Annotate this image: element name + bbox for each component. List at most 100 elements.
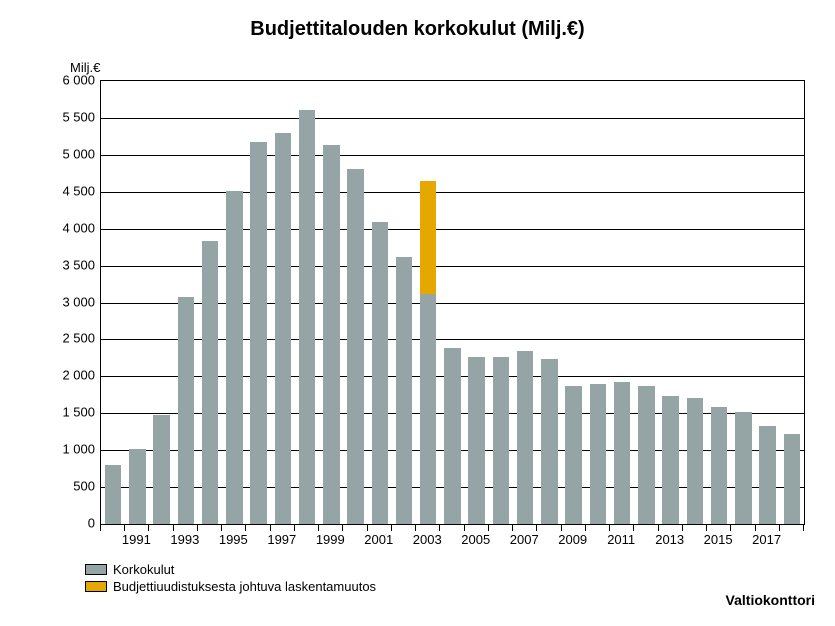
y-tick-label: 2 500 — [40, 331, 95, 346]
y-tick-label: 1 500 — [40, 405, 95, 420]
bar — [735, 412, 751, 524]
x-tick — [730, 525, 731, 531]
bar — [347, 169, 363, 524]
legend-item: Korkokulut — [85, 562, 376, 577]
legend-item: Budjettiuudistuksesta johtuva laskentamu… — [85, 579, 376, 594]
y-tick-label: 2 000 — [40, 368, 95, 383]
x-tick — [512, 525, 513, 531]
y-tick-label: 3 000 — [40, 294, 95, 309]
source-label: Valtiokonttori — [726, 592, 815, 608]
bar — [226, 191, 242, 524]
bar — [687, 398, 703, 524]
x-tick-label: 2005 — [461, 532, 490, 547]
x-tick — [245, 525, 246, 531]
x-tick-label: 2007 — [510, 532, 539, 547]
plot-area — [100, 80, 805, 525]
x-tick — [221, 525, 222, 531]
bar — [590, 384, 606, 524]
bar — [493, 357, 509, 524]
x-tick-label: 1999 — [316, 532, 345, 547]
y-tick-label: 4 500 — [40, 183, 95, 198]
x-tick — [536, 525, 537, 531]
x-tick-label: 2017 — [752, 532, 781, 547]
x-tick-label: 1993 — [170, 532, 199, 547]
bar — [323, 145, 339, 524]
grid-line — [101, 192, 804, 193]
bar — [468, 357, 484, 524]
bar — [275, 133, 291, 524]
x-tick — [585, 525, 586, 531]
grid-line — [101, 229, 804, 230]
grid-line — [101, 118, 804, 119]
x-tick — [464, 525, 465, 531]
legend-label: Korkokulut — [113, 562, 174, 577]
x-tick-label: 1991 — [122, 532, 151, 547]
bar — [517, 351, 533, 524]
x-tick-label: 2013 — [655, 532, 684, 547]
bar — [565, 386, 581, 524]
x-tick — [148, 525, 149, 531]
bar — [614, 382, 630, 524]
bar — [396, 257, 412, 524]
x-tick-label: 1995 — [219, 532, 248, 547]
legend: Korkokulut Budjettiuudistuksesta johtuva… — [85, 562, 376, 596]
x-tick — [439, 525, 440, 531]
bar — [372, 222, 388, 524]
bar — [202, 241, 218, 524]
y-tick-label: 500 — [40, 479, 95, 494]
x-tick — [609, 525, 610, 531]
bar — [662, 396, 678, 524]
legend-label: Budjettiuudistuksesta johtuva laskentamu… — [113, 579, 376, 594]
x-tick — [294, 525, 295, 531]
x-tick — [803, 525, 804, 531]
x-tick — [488, 525, 489, 531]
bar — [129, 449, 145, 524]
x-tick — [124, 525, 125, 531]
bar — [444, 348, 460, 524]
x-tick-label: 2009 — [558, 532, 587, 547]
bar — [759, 426, 775, 524]
bar — [178, 297, 194, 524]
chart-container: Budjettitalouden korkokulut (Milj.€) Mil… — [0, 0, 835, 626]
bar — [541, 359, 557, 524]
bar — [784, 434, 800, 524]
bar — [711, 407, 727, 524]
bar — [420, 294, 436, 524]
y-tick-label: 3 500 — [40, 257, 95, 272]
bar — [105, 465, 121, 524]
x-tick — [415, 525, 416, 531]
bar — [153, 415, 169, 524]
x-tick — [318, 525, 319, 531]
bar — [638, 386, 654, 524]
x-tick — [391, 525, 392, 531]
x-tick-label: 2001 — [364, 532, 393, 547]
x-tick-label: 2011 — [607, 532, 635, 547]
x-tick — [658, 525, 659, 531]
x-tick — [633, 525, 634, 531]
y-tick-label: 5 500 — [40, 109, 95, 124]
bar-extra — [420, 181, 436, 295]
x-tick — [100, 525, 101, 531]
x-tick — [342, 525, 343, 531]
y-tick-label: 6 000 — [40, 73, 95, 88]
legend-swatch-icon — [85, 564, 107, 575]
x-tick — [682, 525, 683, 531]
y-tick-label: 5 000 — [40, 146, 95, 161]
bar — [299, 110, 315, 524]
x-tick — [561, 525, 562, 531]
x-tick-label: 1997 — [267, 532, 296, 547]
x-tick — [270, 525, 271, 531]
x-tick-label: 2003 — [413, 532, 442, 547]
grid-line — [101, 155, 804, 156]
y-tick-label: 1 000 — [40, 442, 95, 457]
x-tick — [779, 525, 780, 531]
x-tick — [755, 525, 756, 531]
bar — [250, 142, 266, 524]
legend-swatch-icon — [85, 581, 107, 592]
x-tick — [197, 525, 198, 531]
x-tick-label: 2015 — [704, 532, 733, 547]
x-tick — [706, 525, 707, 531]
chart-title: Budjettitalouden korkokulut (Milj.€) — [0, 18, 835, 41]
y-tick-label: 0 — [40, 516, 95, 531]
y-tick-label: 4 000 — [40, 220, 95, 235]
